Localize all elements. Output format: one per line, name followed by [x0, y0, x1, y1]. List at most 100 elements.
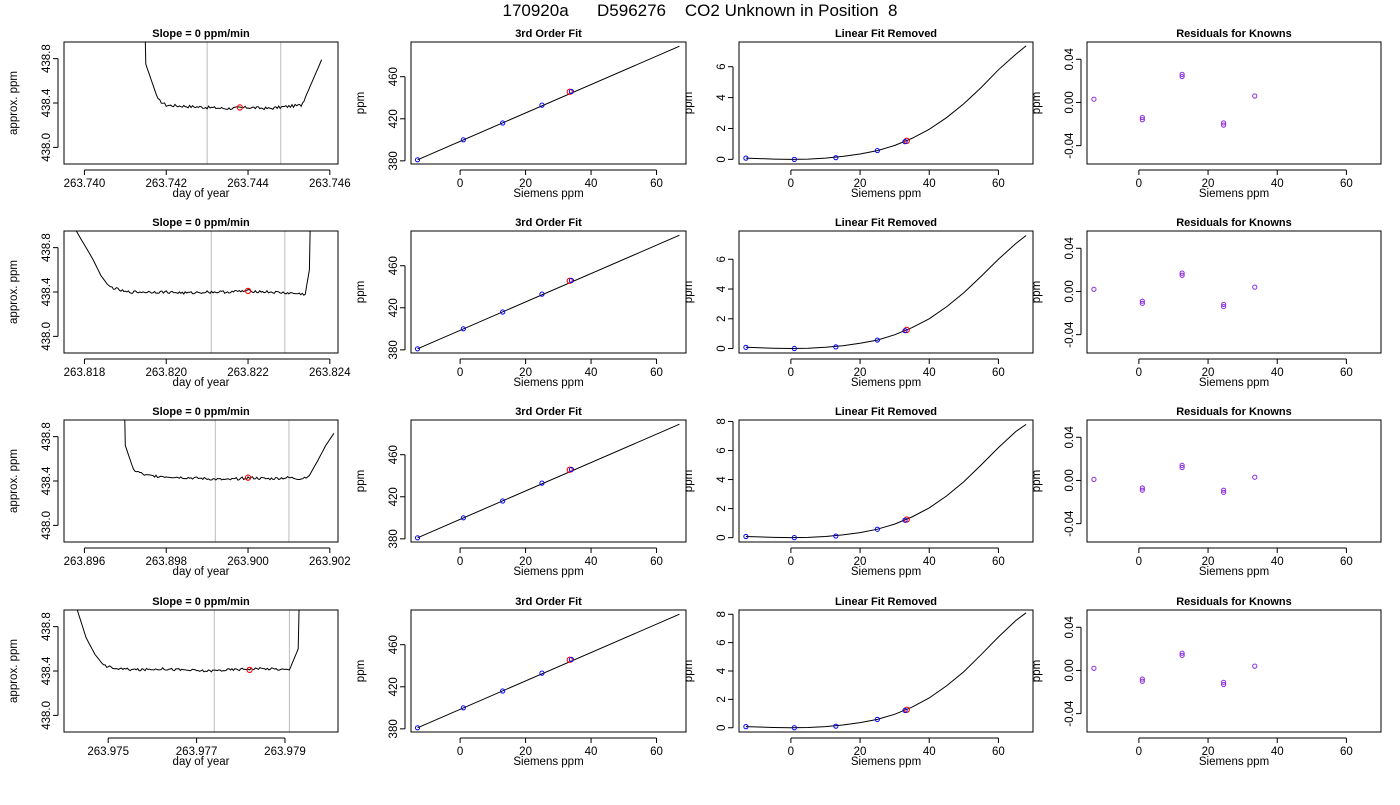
data-point — [791, 535, 797, 541]
x-tick-label: 263.822 — [227, 367, 269, 379]
x-tick-label: 60 — [1340, 556, 1353, 568]
x-tick-label: 263.900 — [227, 556, 269, 568]
plot-frame — [1086, 609, 1382, 733]
plot-frame — [738, 609, 1034, 733]
x-axis-label: Siemens ppm — [1199, 566, 1269, 578]
y-tick-label: 8 — [716, 418, 728, 424]
panel-r1-c2: Linear Fit Removed Siemens ppm ppm 0 20 40 60 0… — [683, 217, 1034, 389]
data-point — [791, 725, 797, 731]
x-tick-label: 20 — [1202, 367, 1215, 379]
y-tick-label: 438.8 — [41, 612, 53, 641]
data-point — [568, 277, 575, 284]
data-layer — [414, 234, 680, 352]
y-tick-label: 460 — [388, 67, 400, 86]
panel-title: Slope = 0 ppm/min — [152, 217, 250, 229]
x-axis-label: Siemens ppm — [513, 756, 583, 768]
data-point — [743, 344, 749, 350]
y-axis-label: ppm — [1031, 281, 1043, 303]
y-tick-label: 438.0 — [41, 322, 53, 351]
data-layer — [1091, 270, 1258, 310]
y-tick-label: 0.00 — [1064, 469, 1076, 491]
x-tick-label: 263.744 — [227, 178, 269, 190]
data-point — [539, 480, 545, 486]
x-tick-label: 60 — [1340, 367, 1353, 379]
fit-line — [417, 45, 680, 161]
x-tick-label: 263.740 — [64, 178, 106, 190]
x-tick-label: 40 — [923, 367, 936, 379]
x-axis-label: day of year — [173, 377, 230, 389]
x-tick-label: 263.742 — [145, 178, 187, 190]
data-layer — [414, 423, 680, 541]
plot-frame — [1086, 419, 1382, 543]
panel-r3-c2: Linear Fit Removed Siemens ppm ppm 0 20 40 60 0… — [683, 596, 1034, 768]
x-tick-label: 263.902 — [309, 556, 351, 568]
data-point — [1221, 122, 1227, 128]
data-point — [1139, 117, 1145, 123]
y-tick-label: 6 — [716, 447, 728, 453]
x-tick-label: 263.820 — [145, 367, 187, 379]
data-point — [1139, 298, 1145, 304]
panel-r1-c0: Slope = 0 ppm/min day of year approx. ppm 2… — [8, 217, 351, 389]
x-tick-label: 60 — [650, 178, 663, 190]
x-axis-label: Siemens ppm — [851, 377, 921, 389]
x-tick-label: 20 — [1202, 746, 1215, 758]
data-point — [414, 535, 421, 541]
y-tick-label: 2 — [716, 505, 728, 511]
x-tick-label: 263.977 — [176, 746, 218, 758]
x-tick-label: 263.824 — [309, 367, 351, 379]
y-tick-label: 6 — [716, 256, 728, 262]
data-point — [743, 533, 749, 540]
data-point — [902, 139, 908, 145]
x-tick-label: 0 — [1136, 556, 1142, 568]
panel-title: Residuals for Knowns — [1176, 28, 1292, 40]
data-point — [1221, 489, 1227, 495]
y-tick-label: 4 — [716, 94, 728, 101]
data-point — [539, 670, 545, 676]
panel-title: Linear Fit Removed — [835, 406, 937, 418]
data-point — [874, 337, 880, 343]
data-point — [1252, 663, 1258, 669]
plot-frame — [738, 230, 1034, 354]
panel-r0-c1: 3rd Order Fit Siemens ppm ppm 0 20 40 60 380 420… — [355, 28, 687, 200]
panel-title: Residuals for Knowns — [1176, 217, 1292, 229]
data-point — [1179, 652, 1185, 658]
x-tick-label: 20 — [519, 367, 532, 379]
panel-r1-c1: 3rd Order Fit Siemens ppm ppm 0 20 40 60 380 420… — [355, 217, 687, 389]
data-layer — [743, 612, 1027, 731]
y-tick-label: 380 — [388, 719, 400, 738]
series-line — [76, 610, 300, 673]
data-point — [833, 344, 839, 350]
fit-curve — [745, 612, 1027, 729]
data-point — [1179, 270, 1185, 276]
data-point — [500, 688, 506, 694]
x-tick-label: 0 — [1136, 367, 1142, 379]
plot-frame — [1086, 230, 1382, 354]
x-axis-label: Siemens ppm — [513, 188, 583, 200]
y-tick-label: 420 — [388, 487, 400, 506]
x-tick-label: 263.896 — [64, 556, 106, 568]
data-point — [1179, 650, 1185, 656]
data-layer — [743, 235, 1027, 352]
y-tick-label: -0.04 — [1064, 700, 1076, 727]
y-axis-label: ppm — [683, 660, 695, 682]
y-tick-label: 460 — [388, 445, 400, 464]
x-tick-label: 60 — [992, 746, 1005, 758]
y-tick-label: -0.04 — [1064, 510, 1076, 537]
y-tick-label: 6 — [716, 639, 728, 645]
data-point — [414, 157, 421, 163]
data-layer — [144, 42, 323, 164]
data-point — [1221, 681, 1227, 688]
data-point — [539, 291, 545, 297]
x-tick-label: 40 — [923, 178, 936, 190]
figure-title: 170920a D596276 CO2 Unknown in Position … — [502, 1, 898, 20]
y-axis-label: ppm — [683, 92, 695, 114]
data-point — [414, 346, 421, 352]
data-point — [539, 102, 545, 108]
data-point — [414, 725, 421, 731]
panel-title: 3rd Order Fit — [515, 596, 582, 608]
data-point — [500, 309, 506, 315]
plot-frame — [63, 419, 339, 543]
x-tick-label: 0 — [788, 178, 794, 190]
